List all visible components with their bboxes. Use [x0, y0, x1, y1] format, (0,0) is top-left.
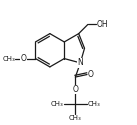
- Text: O: O: [88, 70, 94, 78]
- Text: O: O: [72, 85, 78, 94]
- Text: OH: OH: [97, 20, 108, 29]
- Text: N: N: [78, 58, 83, 67]
- Text: CH₃: CH₃: [50, 101, 63, 107]
- Text: CH₃: CH₃: [2, 56, 15, 62]
- Text: O: O: [21, 54, 27, 63]
- Text: CH₃: CH₃: [69, 115, 82, 121]
- Text: CH₃: CH₃: [88, 101, 100, 107]
